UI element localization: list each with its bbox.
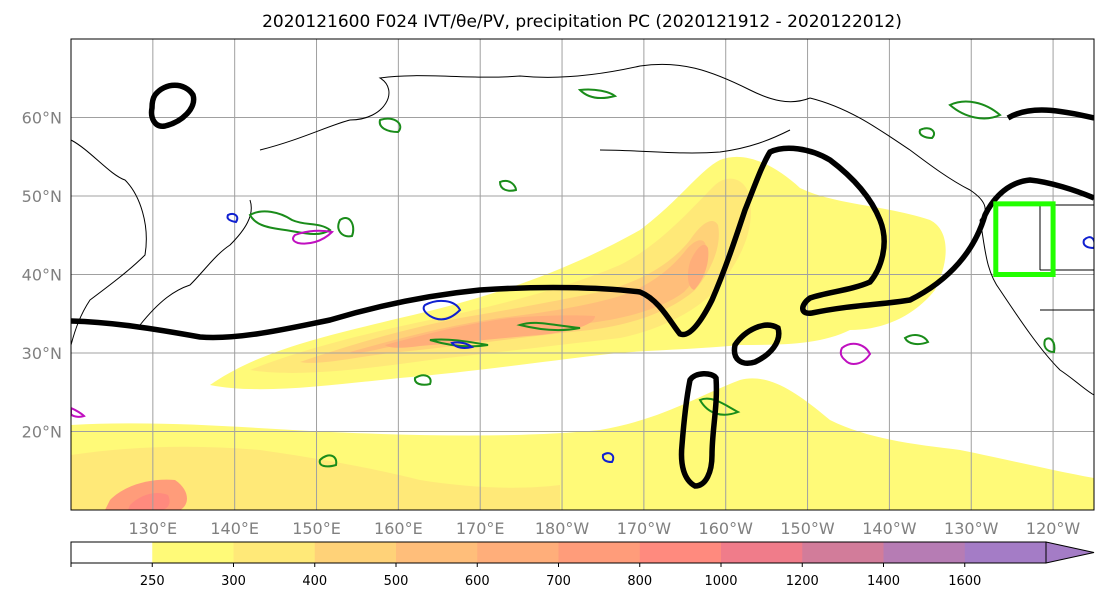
lon-tick-label: 150°E: [292, 519, 341, 538]
lat-tick-label: 20°N: [22, 423, 62, 442]
lon-tick-label: 140°W: [862, 519, 917, 538]
colorbar-tick-label: 1200: [786, 574, 819, 589]
lon-tick-label: 130°W: [944, 519, 999, 538]
ivt-band-500: [350, 240, 706, 353]
blue-contour-4: [226, 212, 239, 224]
lat-tick-label: 50°N: [22, 187, 62, 206]
lon-tick-label: 150°W: [780, 519, 835, 538]
colorbar-tick-label: 500: [384, 574, 409, 589]
green-contour-8: [698, 397, 741, 416]
colorbar-swatch: [802, 542, 884, 563]
green-contour-3: [498, 180, 518, 192]
thetae-north-contour: [1006, 107, 1094, 121]
figure-title: 2020121600 F024 IVT/θe/PV, precipitation…: [262, 12, 902, 32]
lon-tick-label: 180°W: [535, 519, 590, 538]
green-contour-5: [429, 338, 489, 348]
green-contour-2: [337, 217, 355, 238]
lat-tick-label: 40°N: [22, 266, 62, 285]
colorbar-tick-label: 600: [465, 574, 490, 589]
lon-tick-label: 120°W: [1026, 519, 1081, 538]
aleutian-chain: [599, 129, 791, 154]
colorbar-swatch: [964, 542, 1047, 563]
colorbar-swatch: [152, 542, 234, 563]
ivt-colorbar: 250 300 400 500 600 700 800 1000 1200 1400 1600: [70, 541, 1095, 589]
lon-tick-label: 140°E: [210, 519, 259, 538]
colorbar-swatch: [477, 542, 559, 563]
blue-contour-5: [601, 452, 615, 464]
japan-coast: [139, 199, 252, 326]
green-contour-6: [948, 100, 1002, 120]
colorbar-swatch: [639, 542, 722, 563]
thetae-contours: [71, 82, 1094, 489]
blue-contour-1: [422, 299, 462, 321]
alaska-coast: [809, 97, 986, 221]
magenta-contour-3: [71, 406, 86, 418]
colorbar-swatch: [233, 542, 316, 563]
thetae-loop-arctic: [148, 82, 197, 129]
colorbar-swatch: [314, 542, 397, 563]
colorbar-tick-label: 300: [221, 574, 246, 589]
pv-contours: [71, 88, 1094, 468]
colorbar-tick-label: 1000: [704, 574, 737, 589]
colorbar-tick-label: 250: [140, 574, 165, 589]
green-contour-7: [918, 127, 936, 140]
colorbar-tick-label: 1400: [867, 574, 900, 589]
kamchatka-coast: [259, 63, 811, 151]
ivt-band-800: [128, 493, 170, 510]
green-contour-9: [318, 454, 338, 468]
blue-contour-3: [1082, 236, 1094, 250]
lat-tick-label: 60°N: [22, 109, 62, 128]
magenta-contour-2: [839, 342, 872, 365]
lon-tick-label: 130°E: [129, 519, 178, 538]
lon-tick-label: 170°E: [456, 519, 505, 538]
latitude-tick-labels: 20°N 30°N 40°N 50°N 60°N: [22, 109, 62, 442]
thetae-main-contour: [71, 145, 1094, 341]
colorbar-extend-arrow: [1045, 541, 1095, 564]
colorbar-tick-label: 1600: [948, 574, 981, 589]
colorbar-swatch: [396, 542, 478, 563]
ivt-shading: [71, 156, 1094, 510]
green-contour-11: [903, 334, 930, 346]
colorbar-swatch: [71, 542, 153, 563]
colorbar-swatch: [883, 542, 966, 563]
highlight-box: [993, 201, 1056, 278]
colorbar-swatch: [721, 542, 803, 563]
colorbar-tick-label: 700: [546, 574, 571, 589]
longitude-tick-labels: 130°E 140°E 150°E 160°E 170°E 180°W 170°W 160°W…: [129, 519, 1081, 538]
blue-contour-2: [450, 341, 475, 349]
asia-coast: [71, 139, 147, 346]
coastlines: [71, 63, 1094, 396]
green-contour-12: [413, 374, 432, 386]
map-frame: [70, 38, 1095, 511]
green-contour-13: [577, 88, 618, 99]
thetae-loop-subtropic: [731, 322, 782, 366]
lon-tick-label: 160°E: [374, 519, 423, 538]
ivt-band-600-b: [687, 244, 709, 290]
lon-tick-label: 160°W: [699, 519, 754, 538]
thetae-loop-hawaii: [678, 371, 720, 489]
green-contour-14: [378, 117, 402, 134]
colorbar-tick-label: 400: [302, 574, 327, 589]
colorbar-swatch: [558, 542, 641, 563]
na-west-coast: [979, 219, 1094, 396]
green-contour-1: [248, 210, 332, 236]
lon-tick-label: 170°W: [617, 519, 672, 538]
magenta-contour-1: [292, 229, 335, 245]
colorbar-tick-label: 800: [627, 574, 652, 589]
na-state-line: [1039, 205, 1094, 311]
green-contour-4: [516, 321, 581, 332]
map-area: [71, 39, 1094, 510]
green-contour-10: [1043, 337, 1056, 354]
ivt-band-300: [250, 178, 751, 373]
ivt-band-300-south: [71, 446, 560, 510]
lat-tick-label: 30°N: [22, 344, 62, 363]
